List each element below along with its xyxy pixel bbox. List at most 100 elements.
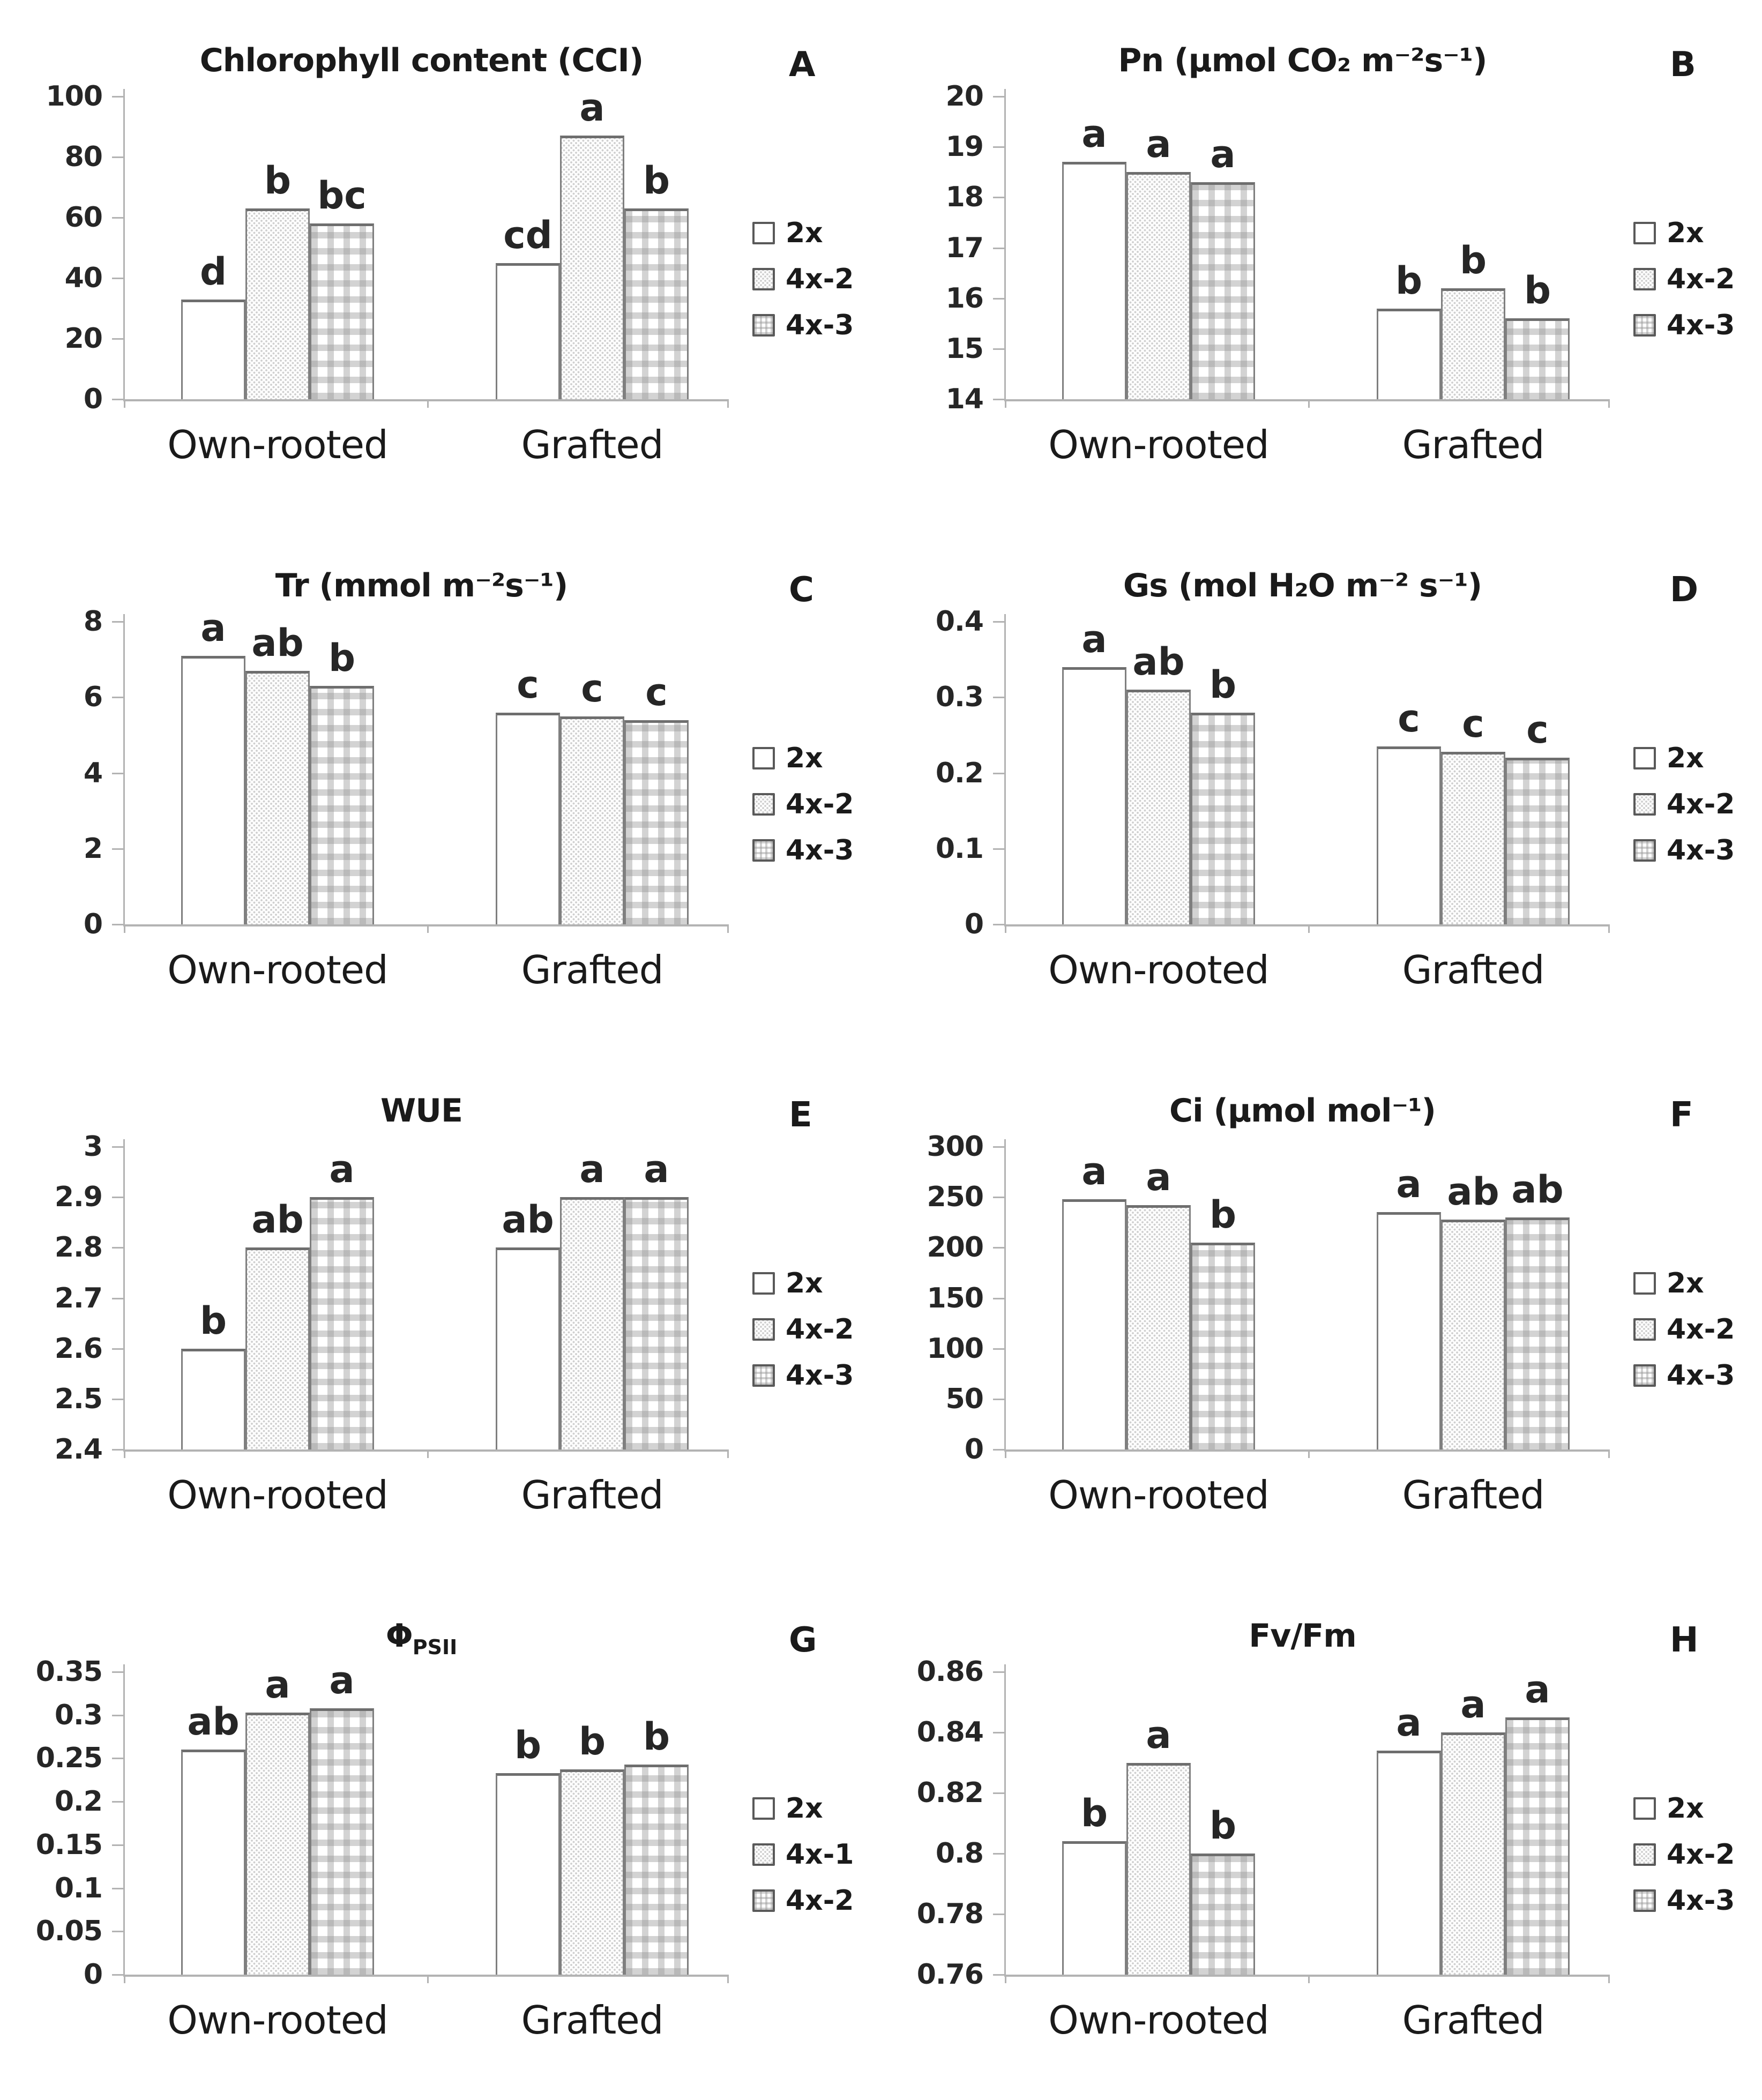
x-category-label: Grafted [1402,947,1545,992]
y-tick-mark [112,1146,125,1148]
bar-own-rooted-2x [1062,1199,1126,1449]
legend-item-2x: 2x [752,735,854,781]
legend: 2x 4x-2 4x-3 [1633,1260,1735,1399]
legend-label: 4x-3 [786,834,854,866]
y-tick-label: 0.78 [916,1898,984,1930]
legend-item-4x-2: 4x-2 [752,256,854,302]
legend-swatch-icon [1633,1272,1656,1295]
sig-letter: a [1146,1713,1171,1757]
bar-own-rooted-4x-3 [310,686,374,924]
bar-grafted-2x [496,1773,560,1975]
y-tick-mark [112,697,125,699]
y-tick-label: 0.2 [54,1785,103,1818]
sig-letter: a [1146,122,1171,167]
y-tick-label: 20 [64,323,103,355]
legend-label: 2x [786,217,823,249]
y-tick-label: 19 [945,131,984,163]
x-tick-mark [727,924,729,933]
panel-letter: A [789,45,816,85]
legend: 2x 4x-2 4x-3 [1633,1785,1735,1924]
x-axis-line [1004,924,1610,926]
x-category-label: Grafted [521,422,664,467]
y-tick-label: 2.6 [54,1332,103,1365]
x-axis-line [123,1975,729,1977]
legend-label: 4x-3 [1667,1359,1735,1392]
x-category-label: Grafted [521,947,664,992]
legend-item-4x-2: 4x-2 [752,1878,854,1924]
y-tick-label: 3 [83,1131,103,1163]
legend-swatch-icon [752,314,775,337]
y-tick-mark [993,146,1006,148]
y-tick-mark [993,924,1006,925]
y-tick-mark [993,1732,1006,1733]
y-tick-label: 0.1 [935,832,984,865]
bar-grafted-2x [496,712,560,924]
y-tick-label: 16 [945,282,984,315]
bar-own-rooted-2x [1062,162,1126,399]
sig-letter: a [644,1147,669,1192]
x-category-label: Grafted [521,1998,664,2043]
y-axis-line [123,614,125,926]
y-tick-label: 0 [83,908,103,940]
y-tick-label: 0.25 [35,1742,103,1775]
sig-letter: a [1460,1683,1486,1727]
y-tick-label: 2.4 [54,1433,103,1466]
legend-swatch-icon [752,1364,775,1387]
plot-area: 0 2 4 6 8 Own-rooted Grafted a c ab c b c [0,525,881,1050]
legend-item-4x-2: 4x-2 [1633,1306,1735,1352]
x-tick-mark [1005,924,1006,933]
y-tick-mark [112,1398,125,1400]
x-tick-mark [1608,1449,1610,1458]
legend-swatch-icon [752,747,775,769]
legend-item-4x-2: 4x-2 [752,1306,854,1352]
legend-swatch-icon [1633,1889,1656,1912]
legend-label: 2x [1667,1792,1704,1825]
y-tick-label: 100 [46,80,103,113]
sig-letter: ab [502,1198,554,1242]
y-tick-label: 18 [945,181,984,214]
chart-title: Tr (mmol m⁻²s⁻¹) [125,569,718,603]
sig-letter: c [1462,701,1484,746]
y-tick-label: 80 [64,141,103,173]
legend-item-4x-3: 4x-3 [752,1352,854,1399]
x-category-label: Grafted [1402,422,1545,467]
panel-letter: G [789,1620,817,1660]
y-tick-label: 0.3 [54,1699,103,1731]
x-axis-line [1004,399,1610,401]
chart-panel-b: Pn (μmol CO₂ m⁻²s⁻¹) B 14 15 16 17 18 19 20 Own… [881,0,1762,525]
y-tick-label: 15 [945,332,984,365]
y-tick-mark [993,1197,1006,1199]
sig-letter: b [1080,1791,1108,1836]
sig-letter: a [579,1147,605,1192]
bar-own-rooted-2x [1062,667,1126,924]
x-tick-mark [124,1975,125,1983]
y-tick-label: 100 [927,1332,984,1365]
plot-area: 2.4 2.5 2.6 2.7 2.8 2.9 3 Own-rooted Grafted b ab a… [0,1050,881,1575]
legend-item-2x: 2x [752,1785,854,1832]
bar-grafted-4x-1 [560,1769,624,1975]
sig-letter: ab [251,621,304,665]
y-tick-label: 2.8 [54,1231,103,1264]
panel-letter: F [1670,1095,1693,1135]
bar-grafted-4x-3 [1505,1217,1570,1449]
sig-letter: a [1081,112,1107,156]
bar-grafted-4x-3 [1505,1717,1570,1975]
bar-own-rooted-4x-2 [1126,690,1191,924]
x-category-label: Own-rooted [167,1998,389,2043]
chart-panel-c: Tr (mmol m⁻²s⁻¹) C 0 2 4 6 8 Own-rooted Grafte… [0,525,881,1050]
sig-letter: a [1146,1155,1171,1200]
sig-letter: c [1398,697,1420,741]
sig-letter: ab [251,1198,304,1242]
legend-swatch-icon [1633,1318,1656,1341]
y-axis-line [123,89,125,401]
x-tick-mark [1308,1449,1310,1458]
y-tick-label: 2 [83,832,103,865]
y-tick-label: 300 [927,1131,984,1163]
sig-letter: c [645,670,668,714]
legend-swatch-icon [752,222,775,244]
y-tick-mark [112,1758,125,1760]
y-tick-label: 0.35 [35,1656,103,1688]
sig-letter: ab [1511,1167,1564,1212]
bar-own-rooted-4x-3 [310,223,374,399]
